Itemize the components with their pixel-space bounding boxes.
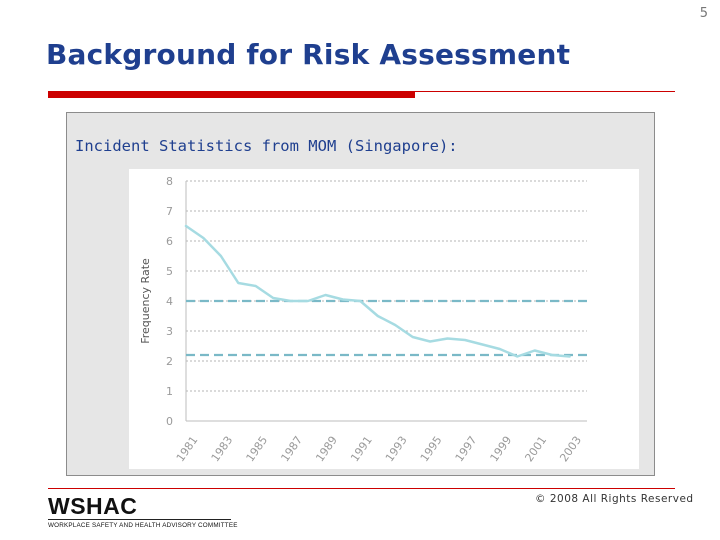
- x-tick-label: 1987: [278, 434, 305, 464]
- x-tick-label: 1997: [453, 434, 480, 464]
- chart-panel: 0 1 2 3 4 5 6 7 8 1981 1983 1985 1987 1989 1991 1993 199…: [129, 169, 639, 469]
- logo-divider: [48, 519, 231, 520]
- frequency-rate-chart: 0 1 2 3 4 5 6 7 8 1981 1983 1985 1987 1989 1991 1993 199…: [139, 175, 587, 464]
- y-tick-label: 8: [166, 175, 173, 188]
- title-underline-rule: [415, 91, 675, 92]
- x-tick-label: 1991: [348, 434, 375, 464]
- x-tick-label: 1999: [488, 434, 515, 464]
- wshac-logo: WSHAC Workplace Safety and Health Adviso…: [48, 493, 238, 529]
- title-underline-accent: [48, 91, 415, 98]
- y-axis-label: Frequency Rate: [139, 258, 152, 344]
- y-tick-label: 4: [166, 295, 173, 308]
- logo-subtitle: Workplace Safety and Health Advisory Com…: [48, 522, 238, 529]
- y-tick-label: 1: [166, 385, 173, 398]
- page-number: 5: [699, 6, 708, 21]
- x-tick-label: 1985: [244, 434, 271, 464]
- section-heading: Incident Statistics from MOM (Singapore)…: [75, 137, 458, 155]
- content-frame: Incident Statistics from MOM (Singapore)…: [66, 112, 655, 476]
- y-tick-label: 0: [166, 415, 173, 428]
- x-tick-label: 1995: [418, 434, 445, 464]
- y-tick-label: 7: [166, 205, 173, 218]
- footer-rule: [48, 488, 675, 489]
- y-tick-label: 3: [166, 325, 173, 338]
- y-tick-label: 6: [166, 235, 173, 248]
- x-tick-label: 1989: [313, 434, 340, 464]
- slide-title: Background for Risk Assessment: [46, 38, 571, 71]
- x-tick-label: 2003: [557, 434, 584, 464]
- logo-text: WSHAC: [48, 493, 138, 519]
- x-tick-label: 1983: [209, 434, 236, 464]
- x-tick-label: 2001: [522, 434, 549, 464]
- copyright-text: © 2008 All Rights Reserved: [535, 493, 694, 505]
- y-tick-label: 5: [166, 265, 173, 278]
- x-tick-label: 1981: [174, 434, 201, 464]
- series-line: [184, 224, 571, 358]
- y-tick-label: 2: [166, 355, 173, 368]
- x-tick-label: 1993: [383, 434, 410, 464]
